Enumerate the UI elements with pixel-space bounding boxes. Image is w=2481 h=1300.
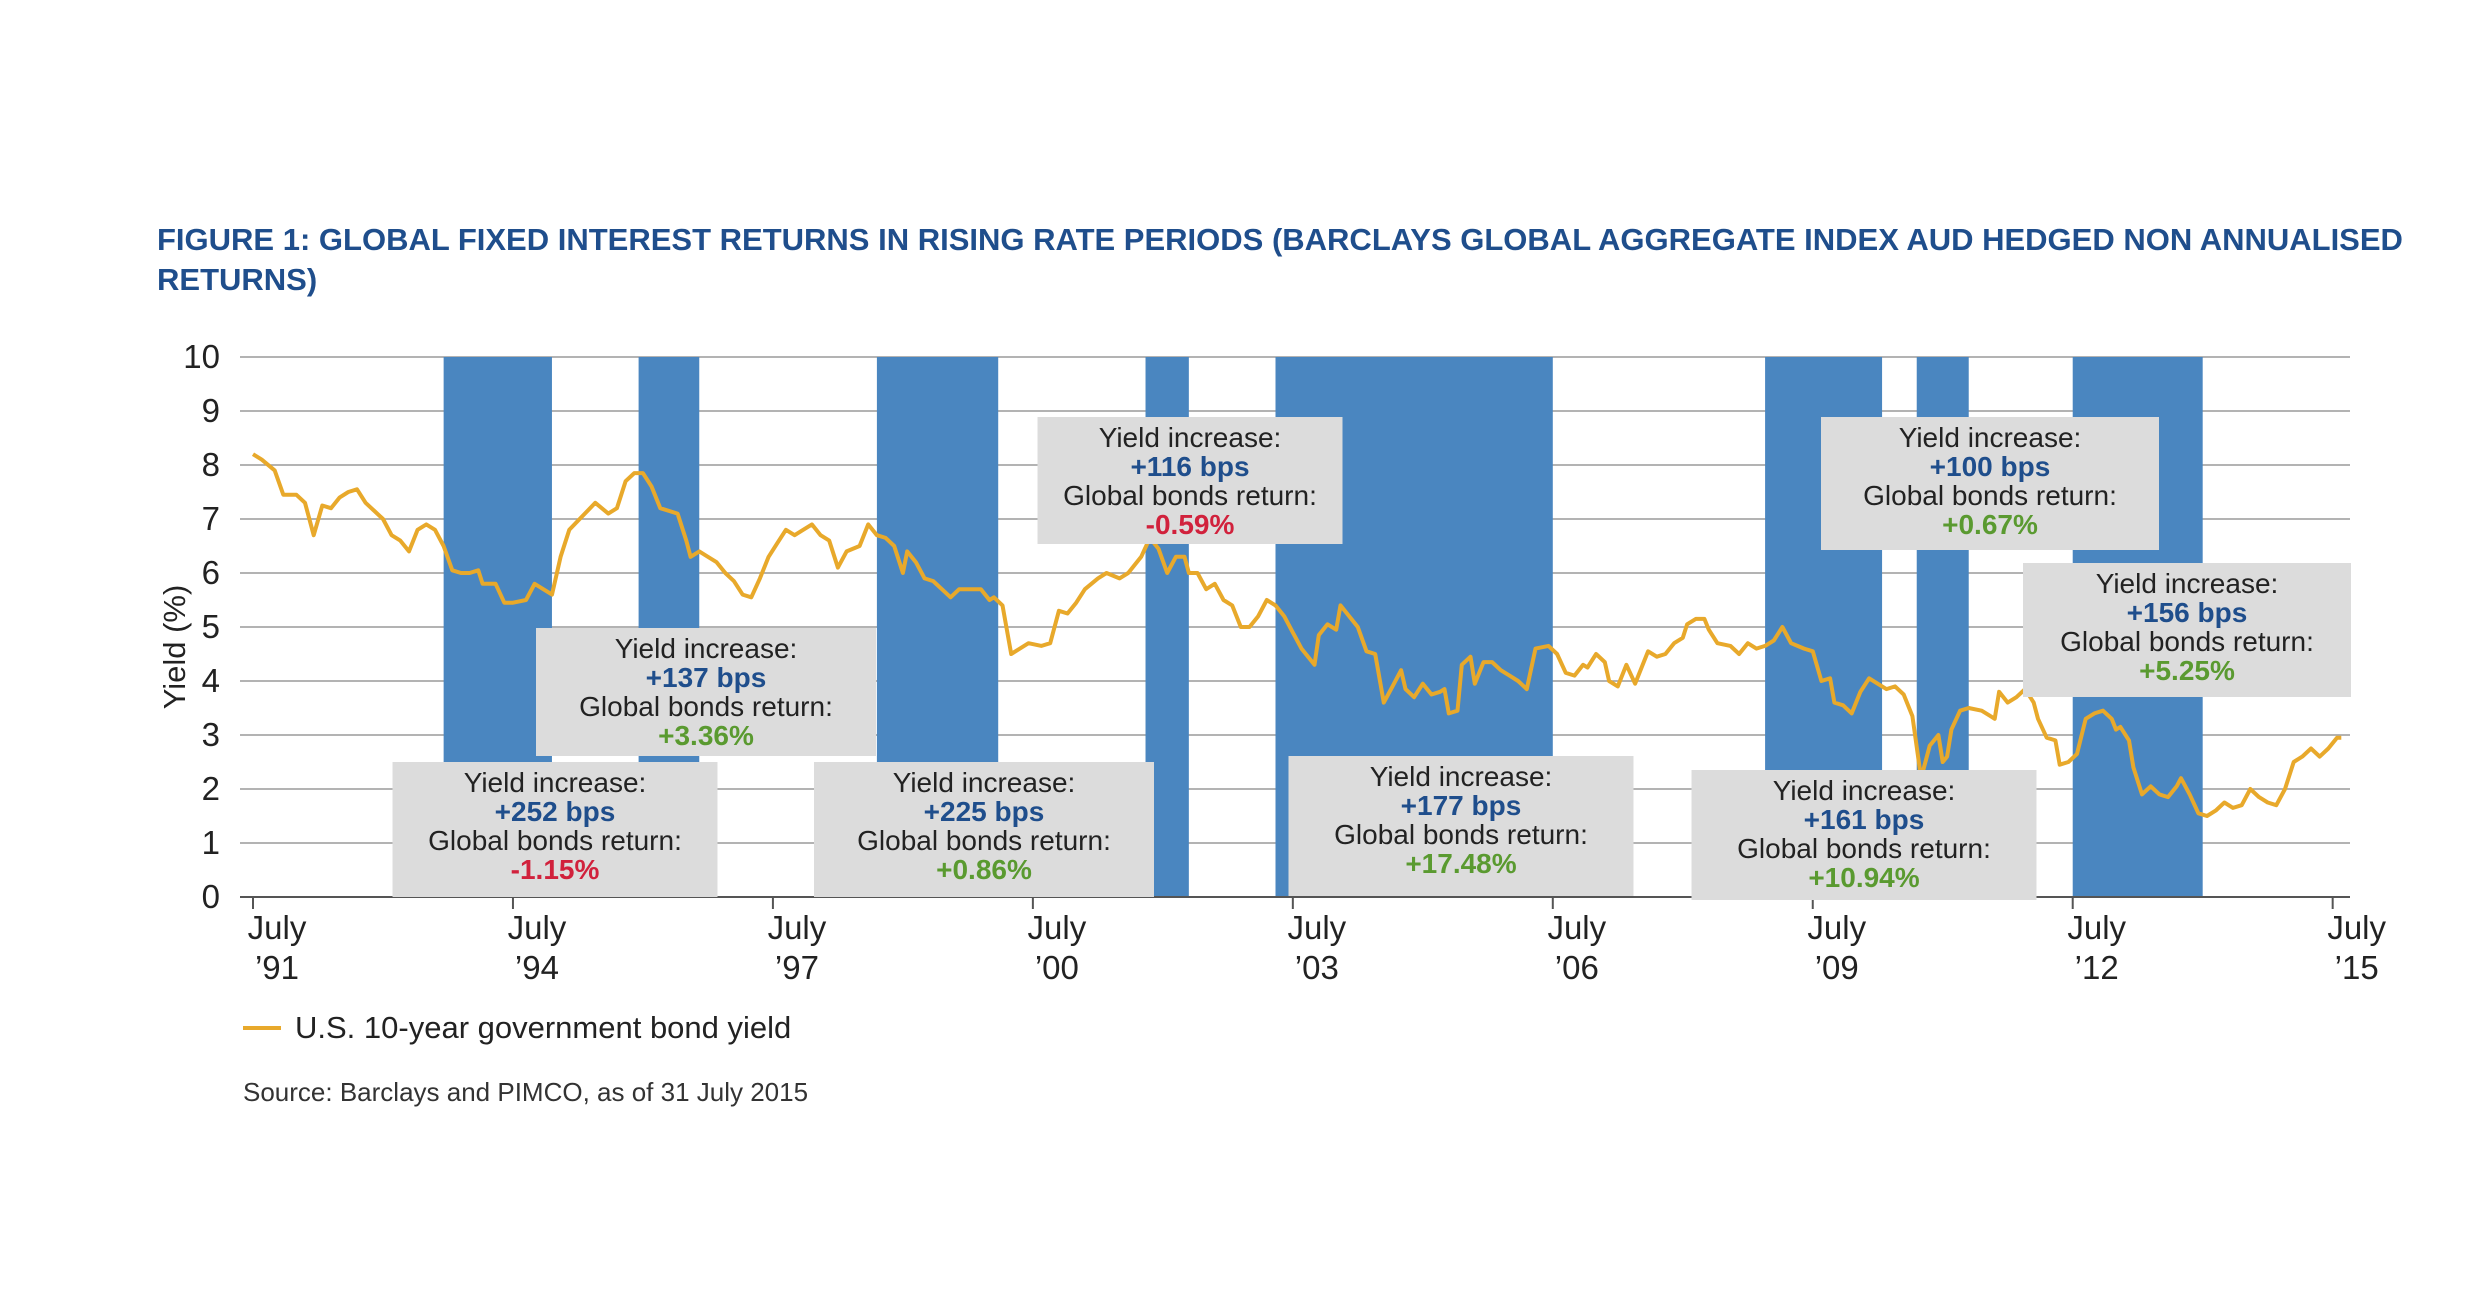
annotation-return-label: Global bonds return:	[857, 825, 1111, 856]
annotation-return-value: +5.25%	[2139, 655, 2235, 686]
x-tick-label-year: ’97	[775, 949, 819, 986]
annotation-yield-label: Yield increase:	[615, 633, 798, 664]
y-tick-label: 0	[202, 878, 220, 915]
annotation-return-label: Global bonds return:	[1334, 819, 1588, 850]
x-tick-label-year: ’91	[255, 949, 299, 986]
annotation-yield-label: Yield increase:	[1370, 761, 1553, 792]
y-tick-label: 10	[183, 338, 220, 375]
y-tick-label: 9	[202, 392, 220, 429]
annotation-yield-value: +116 bps	[1130, 451, 1249, 482]
yield-series-line	[251, 452, 2342, 818]
x-tick-label-month: July	[768, 909, 827, 946]
annotation-return-value: +0.86%	[936, 854, 1032, 885]
annotation-yield-value: +137 bps	[646, 662, 767, 693]
annotation-return-value: +17.48%	[1405, 848, 1516, 879]
x-tick-label-month: July	[1028, 909, 1087, 946]
annotation-yield-label: Yield increase:	[464, 767, 647, 798]
x-tick-label-month: July	[2327, 909, 2386, 946]
x-tick-label-year: ’94	[515, 949, 559, 986]
annotation-yield-value: +225 bps	[924, 796, 1045, 827]
annotation-box	[536, 628, 876, 756]
legend: U.S. 10-year government bond yield	[243, 1010, 791, 1046]
x-tick-label-year: ’03	[1295, 949, 1339, 986]
chart-title: FIGURE 1: GLOBAL FIXED INTEREST RETURNS …	[157, 222, 2403, 297]
x-tick-label-month: July	[1287, 909, 1346, 946]
annotation-return-label: Global bonds return:	[1863, 480, 2117, 511]
annotation-yield-label: Yield increase:	[893, 767, 1076, 798]
y-tick-label: 8	[202, 446, 220, 483]
annotation-return-value: +10.94%	[1808, 862, 1919, 893]
annotation-return-value: +0.67%	[1942, 509, 2038, 540]
annotation-box	[814, 762, 1154, 897]
annotation-yield-value: +252 bps	[495, 796, 616, 827]
annotation-return-value: -0.59%	[1146, 509, 1235, 540]
x-tick-label-year: ’09	[1815, 949, 1859, 986]
annotation-return-label: Global bonds return:	[1737, 833, 1991, 864]
annotation-yield-value: +156 bps	[2127, 597, 2248, 628]
annotation-return-label: Global bonds return:	[1063, 480, 1317, 511]
annotation-box	[1288, 756, 1634, 896]
annotation-return-label: Global bonds return:	[579, 691, 833, 722]
y-tick-label: 6	[202, 554, 220, 591]
x-tick-label-month: July	[1807, 909, 1866, 946]
x-tick-label-year: ’00	[1035, 949, 1079, 986]
annotation-yield-label: Yield increase:	[2096, 568, 2279, 599]
x-tick-label-year: ’12	[2075, 949, 2119, 986]
x-tick-label-year: ’15	[2335, 949, 2379, 986]
y-tick-label: 7	[202, 500, 220, 537]
y-tick-label: 3	[202, 716, 220, 753]
y-tick-label: 5	[202, 608, 220, 645]
x-tick-label-month: July	[248, 909, 307, 946]
source-note: Source: Barclays and PIMCO, as of 31 Jul…	[243, 1077, 809, 1107]
y-tick-label: 1	[202, 824, 220, 861]
annotation-box	[1037, 417, 1343, 544]
y-tick-label: 2	[202, 770, 220, 807]
annotation-return-label: Global bonds return:	[2060, 626, 2314, 657]
annotation-yield-value: +161 bps	[1804, 804, 1925, 835]
annotation-yield-label: Yield increase:	[1899, 422, 2082, 453]
x-tick-label-year: ’06	[1555, 949, 1599, 986]
annotation-yield-value: +177 bps	[1401, 790, 1522, 821]
annotation-return-value: +3.36%	[658, 720, 754, 751]
annotation-box	[392, 762, 718, 897]
annotation-yield-label: Yield increase:	[1773, 775, 1956, 806]
annotation-return-label: Global bonds return:	[428, 825, 682, 856]
annotation-box	[1691, 770, 2037, 900]
annotation-yield-label: Yield increase:	[1099, 422, 1282, 453]
y-tick-label: 4	[202, 662, 220, 699]
x-tick-label-month: July	[508, 909, 567, 946]
x-tick-label-month: July	[1547, 909, 1606, 946]
legend-swatch	[243, 1026, 281, 1030]
legend-label: U.S. 10-year government bond yield	[295, 1010, 792, 1045]
annotation-box	[1821, 417, 2159, 550]
annotation-return-value: -1.15%	[511, 854, 600, 885]
y-axis-label: Yield (%)	[157, 585, 192, 710]
annotation-box	[2023, 563, 2351, 697]
annotation-yield-value: +100 bps	[1930, 451, 2051, 482]
x-tick-label-month: July	[2067, 909, 2126, 946]
